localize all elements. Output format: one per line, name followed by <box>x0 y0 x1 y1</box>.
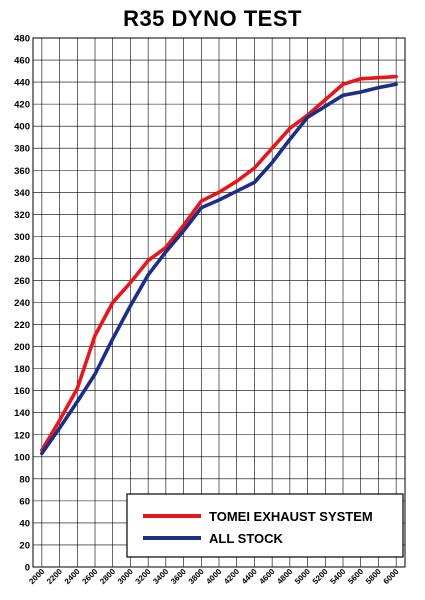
data-point <box>270 161 274 164</box>
y-tick-label: 200 <box>14 342 30 353</box>
x-tick-label: 5200 <box>311 567 330 586</box>
data-point <box>111 301 114 304</box>
data-point <box>129 281 132 284</box>
x-tick-label: 5800 <box>364 567 383 586</box>
y-tick-label: 140 <box>14 408 30 419</box>
x-tick-label: 4400 <box>240 567 259 586</box>
data-point <box>146 273 150 277</box>
y-tick-label: 180 <box>14 364 30 375</box>
data-point <box>146 259 150 262</box>
data-point <box>341 94 345 97</box>
y-tick-label: 120 <box>14 430 30 441</box>
y-tick-label: 460 <box>14 56 30 67</box>
y-tick-label: 100 <box>14 452 30 463</box>
y-tick-label: 380 <box>14 144 30 155</box>
y-tick-label: 280 <box>14 254 30 265</box>
y-tick-label: 320 <box>14 210 30 221</box>
data-point <box>76 400 79 403</box>
data-point <box>270 147 274 150</box>
data-point <box>288 138 292 141</box>
x-tick-label: 3400 <box>151 567 170 586</box>
x-tick-label: 5000 <box>293 567 312 586</box>
legend: TOMEI EXHAUST SYSTEM ALL STOCK <box>126 493 404 558</box>
x-tick-label: 2800 <box>98 567 117 586</box>
data-point <box>76 387 79 390</box>
data-point <box>111 337 114 341</box>
grid <box>33 37 405 568</box>
data-point <box>394 75 398 78</box>
chart-title: R35 DYNO TEST <box>123 6 302 31</box>
x-tick-label: 3600 <box>169 567 188 586</box>
x-tick-label: 4600 <box>258 567 277 586</box>
y-axis-ticks: 0 20 40 60 80 100 120 140 160 180 200 220 240 260 280 3… <box>14 34 30 574</box>
x-tick-label: 2000 <box>27 567 46 586</box>
y-tick-label: 360 <box>14 166 30 177</box>
y-tick-label: 420 <box>14 100 30 111</box>
data-point <box>394 83 398 86</box>
y-tick-label: 0 <box>25 563 30 574</box>
data-point <box>217 198 221 202</box>
data-point <box>182 229 185 233</box>
data-point <box>359 77 362 80</box>
data-point <box>324 105 327 108</box>
y-tick-label: 400 <box>14 122 30 133</box>
data-point <box>235 180 238 183</box>
x-tick-label: 2200 <box>45 567 64 586</box>
data-point <box>164 246 168 249</box>
legend-label-stock: ALL STOCK <box>209 531 284 546</box>
y-tick-label: 80 <box>19 474 30 485</box>
x-tick-label: 6000 <box>382 567 401 586</box>
y-tick-label: 20 <box>19 540 30 551</box>
plot-frame <box>32 37 406 568</box>
data-point <box>377 86 380 89</box>
data-point <box>377 76 380 79</box>
legend-box <box>126 493 404 558</box>
x-tick-label: 2600 <box>80 567 99 586</box>
data-point <box>288 127 292 130</box>
data-point <box>253 181 256 184</box>
data-point <box>58 426 61 430</box>
y-tick-label: 440 <box>14 78 30 89</box>
x-tick-label: 3000 <box>116 567 135 586</box>
y-tick-label: 340 <box>14 188 30 199</box>
data-point <box>93 334 97 337</box>
y-tick-label: 40 <box>19 518 30 529</box>
data-point <box>164 250 168 254</box>
x-tick-label: 5400 <box>328 567 347 586</box>
data-point <box>200 199 203 203</box>
y-tick-label: 300 <box>14 232 30 243</box>
y-tick-label: 480 <box>14 34 30 45</box>
data-point <box>129 304 132 308</box>
x-tick-label: 3800 <box>187 567 206 586</box>
data-point <box>359 90 362 94</box>
data-point <box>58 419 61 422</box>
data-point <box>93 372 97 376</box>
data-point <box>253 166 256 170</box>
y-tick-label: 260 <box>14 276 30 287</box>
data-point <box>182 224 185 227</box>
x-tick-label: 4800 <box>275 567 294 586</box>
data-point <box>40 452 44 455</box>
x-tick-label: 4000 <box>204 567 223 586</box>
x-tick-label: 3200 <box>134 567 153 586</box>
data-point <box>217 191 221 194</box>
data-point <box>341 83 345 86</box>
legend-label-tomei: TOMEI EXHAUST SYSTEM <box>209 509 373 524</box>
data-point <box>200 206 203 209</box>
y-tick-label: 220 <box>14 320 30 331</box>
series-lines <box>40 74 398 456</box>
data-point <box>324 98 327 101</box>
x-axis-ticks: 2000220024002600280030003200340036003800… <box>27 567 401 586</box>
x-tick-label: 2400 <box>63 567 82 586</box>
y-tick-label: 240 <box>14 298 30 309</box>
x-tick-label: 4200 <box>222 567 241 586</box>
data-point <box>306 116 309 119</box>
data-point <box>235 189 238 193</box>
y-tick-label: 60 <box>19 496 30 507</box>
x-tick-label: 5600 <box>346 567 365 586</box>
y-tick-label: 160 <box>14 386 30 397</box>
